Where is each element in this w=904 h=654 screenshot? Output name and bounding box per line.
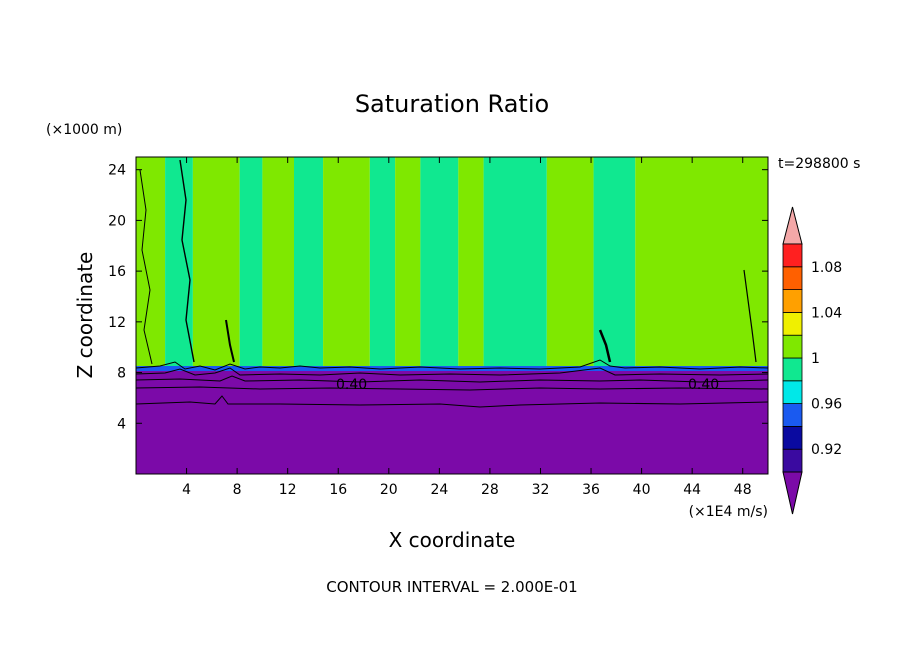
x-axis: 4 8 12 16 20 24 28 32 36 40 44 48 <box>182 157 752 498</box>
band-cell <box>192 157 240 369</box>
contour-lines <box>135 359 769 408</box>
contour-line <box>135 386 769 391</box>
colorbar-segment <box>782 403 803 427</box>
band-cell <box>420 157 459 369</box>
band-cell <box>294 157 324 369</box>
contour-label: 0.40 <box>688 377 719 393</box>
band-cell <box>635 157 768 369</box>
x-axis-label: X coordinate <box>389 528 516 552</box>
y-tick-label: 16 <box>108 264 126 280</box>
x-tick-label: 24 <box>430 482 448 498</box>
colorbar-segment <box>782 380 803 404</box>
colorbar-tick-label: 1.08 <box>811 260 842 276</box>
colorbar-tick-label: 1 <box>811 351 820 367</box>
y-axis-label: Z coordinate <box>73 252 97 379</box>
contour-line <box>135 375 769 383</box>
band-cell <box>546 157 594 369</box>
colorbar-segment <box>782 357 803 382</box>
y-unit-label: (×1000 m) <box>46 122 122 138</box>
x-tick-label: 40 <box>633 482 651 498</box>
x-tick-label: 44 <box>683 482 701 498</box>
cloud-fringe <box>139 159 757 365</box>
contour-interval-note: CONTOUR INTERVAL = 2.000E-01 <box>326 578 577 596</box>
y-axis: 4 8 12 16 20 24 <box>108 163 768 432</box>
band-cell <box>458 157 484 369</box>
cloud-texture <box>179 159 195 363</box>
x-tick-label: 12 <box>279 482 297 498</box>
cloud-texture <box>225 319 235 363</box>
x-unit-label: (×1E4 m/s) <box>689 504 768 520</box>
x-tick-label: 32 <box>532 482 550 498</box>
cloud-texture <box>139 169 153 365</box>
y-tick-label: 24 <box>108 163 126 179</box>
colorbar-segment <box>782 425 803 450</box>
colorbar-tick-label: 0.92 <box>811 442 842 458</box>
x-tick-label: 28 <box>481 482 499 498</box>
colorbar-tick-label: 1.04 <box>811 305 842 321</box>
saturation-field <box>136 157 768 369</box>
contour-line <box>135 395 769 408</box>
colorbar-segment <box>782 311 803 336</box>
y-tick-label: 20 <box>108 213 126 229</box>
colorbar-segment <box>782 266 803 290</box>
y-tick-label: 4 <box>117 416 126 432</box>
band-cell <box>136 157 166 369</box>
contour-line <box>135 359 769 371</box>
cloud-texture <box>598 329 612 363</box>
time-label: t=298800 s <box>778 156 860 172</box>
chart-title: Saturation Ratio <box>355 90 549 118</box>
band-cell <box>593 157 636 369</box>
plot-area: 0.40 0.40 <box>135 156 769 475</box>
colorbar-under-arrow <box>782 471 803 515</box>
band-cell <box>369 157 396 369</box>
x-tick-label: 48 <box>734 482 752 498</box>
y-tick-label: 12 <box>108 315 126 331</box>
x-tick-label: 16 <box>329 482 347 498</box>
band-cell <box>262 157 294 369</box>
colorbar-over-arrow <box>782 206 803 245</box>
cloud-texture <box>743 269 757 363</box>
colorbar: 0.92 0.96 1 1.04 1.08 <box>782 206 842 515</box>
x-tick-label: 36 <box>582 482 600 498</box>
colorbar-tick-label: 0.96 <box>811 397 842 413</box>
x-tick-label: 4 <box>182 482 191 498</box>
contour-label: 0.40 <box>336 377 367 393</box>
colorbar-segment <box>782 243 803 268</box>
y-tick-label: 8 <box>117 366 126 382</box>
plot-frame <box>135 156 769 475</box>
colorbar-segment <box>782 448 803 473</box>
colorbar-segment <box>782 289 803 313</box>
x-tick-label: 8 <box>233 482 242 498</box>
band-cell <box>395 157 421 369</box>
lower-dry-layer <box>136 370 768 474</box>
x-tick-label: 20 <box>380 482 398 498</box>
contour-line <box>135 367 769 376</box>
colorbar-segment <box>782 334 803 359</box>
band-cell <box>483 157 547 369</box>
band-cell <box>239 157 263 369</box>
band-cell <box>323 157 370 369</box>
